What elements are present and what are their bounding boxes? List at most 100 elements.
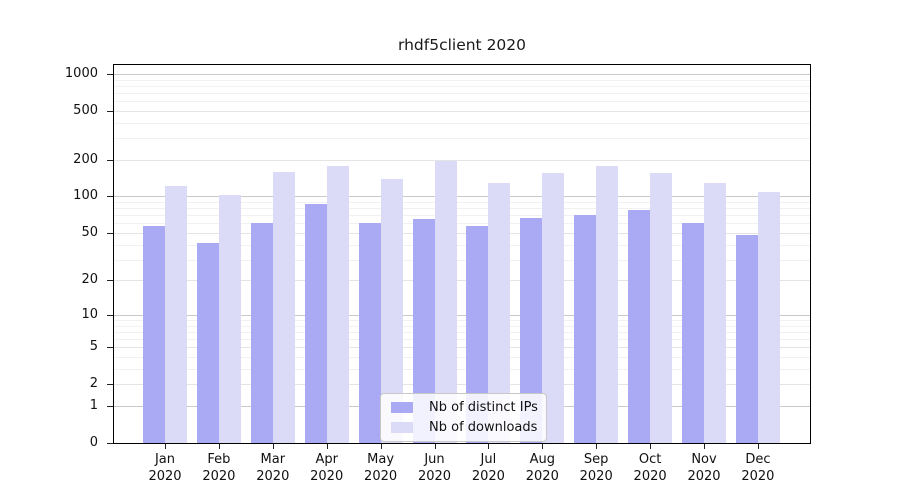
- bar-distinct-ips: [412, 219, 435, 443]
- y-tick-label: 0: [89, 435, 98, 450]
- gridline-minor: [114, 339, 810, 341]
- x-tick-label: Aug 2020: [510, 452, 574, 485]
- x-tick-year: 2020: [741, 468, 775, 484]
- y-tick-mark: [107, 347, 113, 349]
- bar-downloads: [757, 192, 780, 443]
- gridline-minor: [114, 347, 810, 349]
- x-tick-year: 2020: [364, 468, 398, 484]
- bar-distinct-ips: [520, 218, 543, 443]
- y-tick-mark: [107, 384, 113, 386]
- x-tick-label: Sep 2020: [564, 452, 628, 485]
- gridline-minor: [114, 202, 810, 204]
- legend-item-downloads: Nb of downloads: [391, 420, 538, 435]
- bar-distinct-ips: [196, 243, 219, 443]
- bar-distinct-ips: [304, 203, 327, 443]
- x-tick-mark: [165, 444, 166, 449]
- bar-downloads: [165, 186, 187, 443]
- bar-distinct-ips: [358, 222, 381, 443]
- y-tick-label: 10: [81, 306, 98, 322]
- x-tick-label: Feb 2020: [187, 452, 251, 485]
- x-tick-label: Jan 2020: [133, 452, 197, 485]
- gridline-minor: [114, 357, 810, 359]
- gridline-minor: [114, 215, 810, 217]
- x-tick-year: 2020: [525, 468, 559, 484]
- legend-label-downloads: Nb of downloads: [429, 420, 538, 435]
- x-tick-label: Jun 2020: [403, 452, 467, 485]
- gridline-minor: [114, 138, 810, 140]
- gridline-minor: [114, 259, 810, 261]
- gridline-minor: [114, 368, 810, 370]
- chart-title: rhdf5client 2020: [397, 36, 527, 54]
- x-tick-mark: [272, 444, 274, 449]
- x-tick-mark: [757, 444, 759, 449]
- bar-downloads: [272, 171, 295, 443]
- x-tick-label: Apr 2020: [295, 452, 359, 485]
- legend-label-distinct-ips: Nb of distinct IPs: [429, 400, 538, 415]
- gridline-minor: [114, 85, 810, 87]
- y-tick-mark: [107, 443, 113, 444]
- x-tick-label: Jul 2020: [456, 452, 520, 485]
- bar-distinct-ips: [682, 223, 704, 443]
- grid-layer: [114, 65, 810, 443]
- x-tick-mark: [488, 444, 490, 449]
- y-tick-mark: [107, 196, 113, 198]
- x-tick-mark: [434, 444, 436, 449]
- x-tick-label: Mar 2020: [241, 452, 305, 485]
- y-tick-label: 200: [73, 151, 98, 167]
- x-tick-mark: [380, 444, 382, 449]
- y-tick-label: 5: [89, 339, 98, 355]
- gridline-minor: [114, 244, 810, 246]
- x-tick-year: 2020: [148, 468, 182, 484]
- gridline-minor: [114, 159, 810, 161]
- bar-distinct-ips: [574, 214, 597, 443]
- x-tick-label: Dec 2020: [726, 452, 790, 485]
- y-tick-label: 1: [89, 397, 98, 413]
- gridline-major: [114, 314, 810, 316]
- gridline-minor: [114, 208, 810, 210]
- x-tick-year: 2020: [633, 468, 667, 484]
- y-tick-label: 1000: [64, 65, 98, 81]
- y-tick-label: 100: [73, 188, 98, 204]
- gridline-major: [114, 73, 810, 75]
- bar-downloads: [650, 173, 673, 443]
- gridline-minor: [114, 79, 810, 81]
- y-tick-mark: [107, 232, 113, 234]
- bar-distinct-ips: [250, 223, 273, 443]
- y-tick-mark: [107, 73, 113, 75]
- x-tick-year: 2020: [687, 468, 721, 484]
- bar-distinct-ips: [735, 235, 758, 443]
- x-tick-label: Oct 2020: [618, 452, 682, 485]
- bar-downloads: [488, 182, 511, 443]
- gridline-minor: [114, 223, 810, 225]
- bar-downloads: [434, 161, 457, 443]
- x-tick-year: 2020: [310, 468, 344, 484]
- gridline-major: [114, 196, 810, 198]
- bar-downloads: [326, 166, 349, 443]
- legend: Nb of distinct IPs Nb of downloads: [380, 393, 547, 442]
- x-tick-year: 2020: [202, 468, 236, 484]
- y-tick-mark: [107, 110, 113, 112]
- x-tick-mark: [326, 444, 328, 449]
- bar-downloads: [218, 195, 241, 443]
- bar-layer: [114, 65, 810, 443]
- y-tick-label: 20: [81, 272, 98, 288]
- x-tick-mark: [542, 444, 544, 449]
- x-tick-label: May 2020: [349, 452, 413, 485]
- gridline-minor: [114, 331, 810, 333]
- y-tick-label: 50: [81, 224, 98, 240]
- gridline-minor: [114, 122, 810, 124]
- bar-distinct-ips: [466, 226, 489, 443]
- y-tick-mark: [107, 280, 113, 282]
- legend-swatch-downloads: [391, 422, 413, 433]
- bar-downloads: [704, 182, 726, 443]
- y-tick-label: 500: [73, 102, 98, 118]
- gridline-minor: [114, 384, 810, 386]
- bar-distinct-ips: [628, 209, 651, 443]
- gridline-minor: [114, 325, 810, 327]
- gridline-minor: [114, 101, 810, 103]
- y-tick-mark: [107, 314, 113, 316]
- bar-downloads: [542, 173, 565, 443]
- x-tick-year: 2020: [471, 468, 505, 484]
- x-tick-mark: [704, 444, 705, 449]
- x-tick-year: 2020: [256, 468, 290, 484]
